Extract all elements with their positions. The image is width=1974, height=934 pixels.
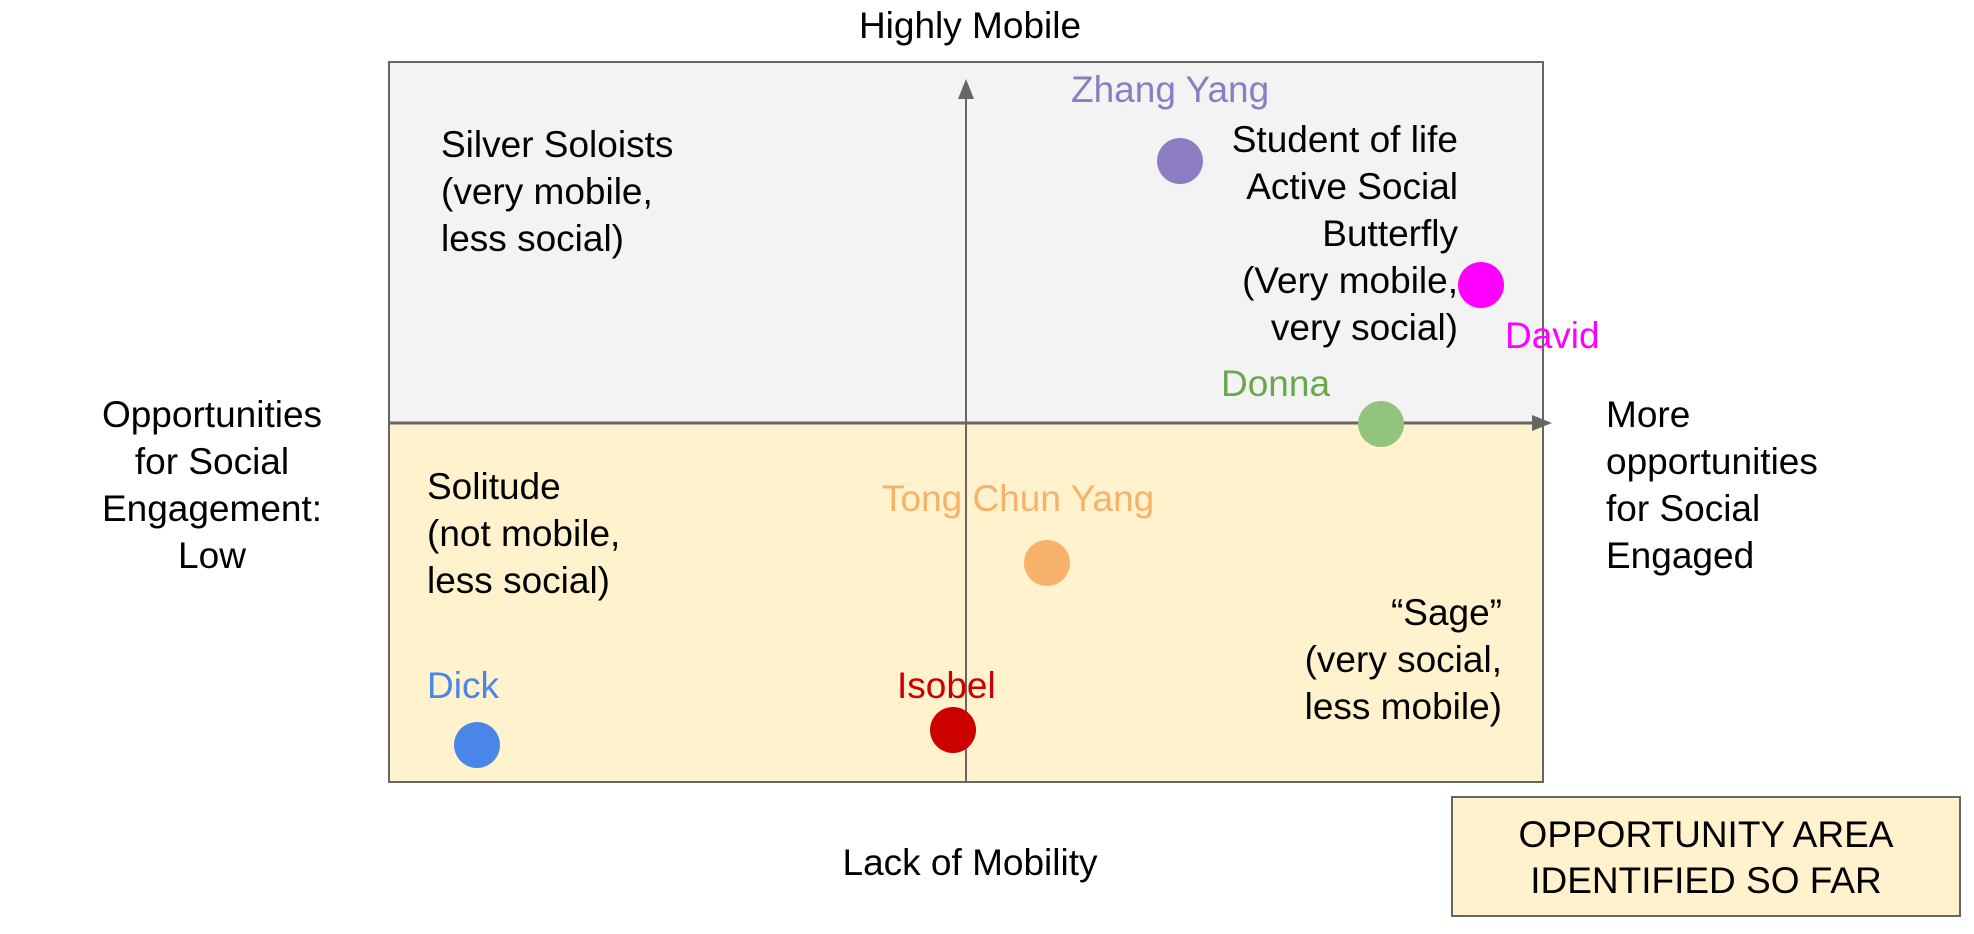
quadrant-label-line: Active Social (1246, 166, 1458, 207)
axis-label-left-line: Engagement: (101, 488, 323, 529)
axis-label-left-line: Low (178, 535, 246, 576)
quadrant-label-silver-soloists: Silver Soloists (very mobile, less socia… (441, 121, 673, 262)
legend-line: IDENTIFIED SO FAR (1530, 860, 1882, 901)
axis-label-left: Opportunities for Social Engagement: Low (82, 391, 342, 579)
axis-label-left-line: for Social (134, 441, 290, 482)
quadrant-label-line: Butterfly (1322, 213, 1458, 254)
legend-line: OPPORTUNITY AREA (1518, 814, 1894, 855)
quadrant-label-line: very social) (1270, 307, 1458, 348)
opportunity-area-legend: OPPORTUNITY AREA IDENTIFIED SO FAR (1451, 796, 1961, 917)
person-label-zhang-yang: Zhang Yang (1071, 69, 1270, 110)
quadrant-label-line: less mobile) (1304, 686, 1502, 727)
person-marker-zhang-yang (1157, 138, 1203, 184)
quadrant-label-line: Solitude (427, 466, 561, 507)
quadrant-label-line: less social) (427, 560, 610, 601)
quadrant-label-line: Student of life (1231, 119, 1458, 160)
quadrant-label-student-of-life: Student of life Active Social Butterfly … (1156, 116, 1458, 351)
quadrant-label-line: (very mobile, (441, 171, 653, 212)
axis-label-bottom: Lack of Mobility (820, 839, 1120, 886)
quadrant-label-sage: “Sage” (very social, less mobile) (1200, 589, 1502, 730)
quadrant-label-line: (very social, (1304, 639, 1502, 680)
axis-label-right-line: opportunities (1606, 441, 1818, 482)
person-marker-david (1458, 262, 1504, 308)
quadrant-label-line: Silver Soloists (441, 124, 674, 165)
person-label-donna: Donna (1221, 363, 1331, 404)
axis-label-right-line: More (1606, 394, 1691, 435)
person-label-isobel: Isobel (897, 665, 996, 706)
axis-label-bottom-text: Lack of Mobility (842, 842, 1098, 883)
quadrant-label-line: (not mobile, (427, 513, 621, 554)
person-label-tong-chun-yang: Tong Chun Yang (882, 478, 1155, 519)
person-label-david: David (1505, 315, 1600, 356)
axis-label-right-line: for Social (1606, 488, 1761, 529)
person-marker-dick (454, 722, 500, 768)
quadrant-label-solitude: Solitude (not mobile, less social) (427, 463, 620, 604)
person-marker-isobel (930, 707, 976, 753)
axis-label-top-text: Highly Mobile (858, 5, 1082, 46)
person-marker-donna (1358, 401, 1404, 447)
quadrant-label-line: (Very mobile, (1242, 260, 1458, 301)
person-label-dick: Dick (427, 665, 499, 706)
axis-label-top: Highly Mobile (840, 2, 1100, 49)
axis-label-right: More opportunities for Social Engaged (1606, 391, 1906, 579)
axis-label-left-line: Opportunities (101, 394, 323, 435)
quadrant-label-line: “Sage” (1390, 592, 1502, 633)
quadrant-label-line: less social) (441, 218, 624, 259)
axis-label-right-line: Engaged (1606, 535, 1755, 576)
person-marker-tong-chun-yang (1024, 540, 1070, 586)
